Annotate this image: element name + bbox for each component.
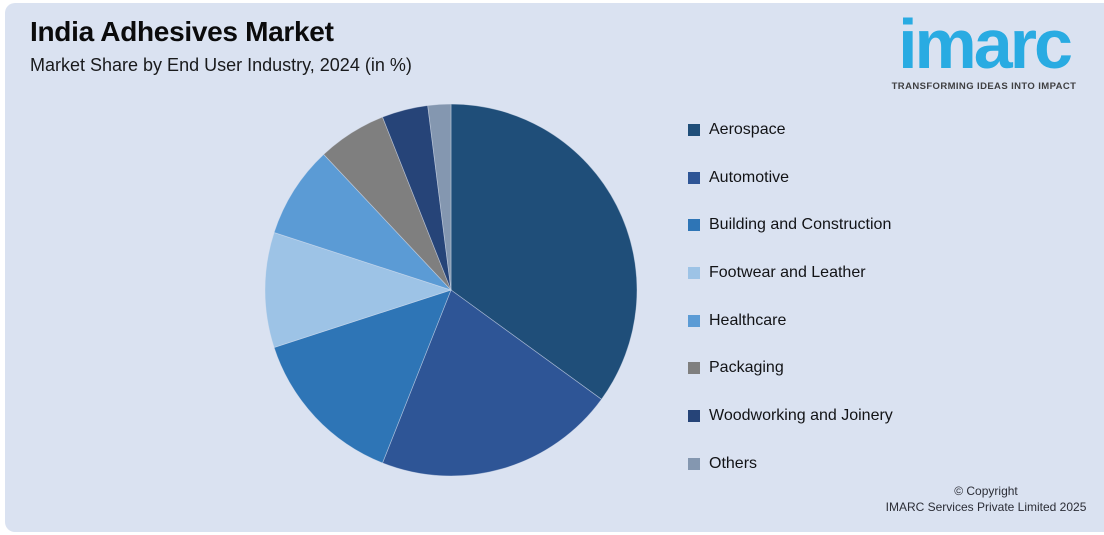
page-subtitle: Market Share by End User Industry, 2024 … xyxy=(30,55,412,75)
legend-item-footwear-and-leather: Footwear and Leather xyxy=(688,264,893,282)
legend-label: Packaging xyxy=(709,359,784,377)
legend-label: Footwear and Leather xyxy=(709,264,866,282)
legend-item-aerospace: Aerospace xyxy=(688,121,893,138)
legend: Aerospace Automotive Building and Constr… xyxy=(688,121,893,505)
pie-slice-aerospace xyxy=(450,103,638,400)
legend-swatch-icon xyxy=(688,267,700,280)
pie-chart xyxy=(264,103,638,477)
pie-slice-others xyxy=(427,103,452,291)
imarc-wordmark: imarc xyxy=(898,5,1073,83)
pie-slice-footwear-and-leather xyxy=(264,232,453,348)
copyright-line2: IMARC Services Private Limited 2025 xyxy=(885,500,1087,514)
copyright-notice: © Copyright IMARC Services Private Limit… xyxy=(880,483,1092,515)
legend-swatch-icon xyxy=(688,362,700,375)
copyright-line1: © Copyright xyxy=(954,484,1018,498)
imarc-tagline: TRANSFORMING IDEAS INTO IMPACT xyxy=(891,81,1077,93)
legend-swatch-icon xyxy=(688,314,700,327)
legend-swatch-icon xyxy=(688,457,700,470)
legend-item-packaging: Packaging xyxy=(688,359,893,377)
page-title: India Adhesives Market xyxy=(30,16,334,47)
legend-item-others: Others xyxy=(688,454,893,472)
legend-item-automotive: Automotive xyxy=(688,168,893,186)
legend-item-building-and-construction: Building and Construction xyxy=(688,216,893,234)
legend-swatch-icon xyxy=(688,171,700,184)
legend-item-woodworking-and-joinery: Woodworking and Joinery xyxy=(688,407,893,425)
legend-label: Healthcare xyxy=(709,311,787,329)
legend-label: Aerospace xyxy=(709,121,786,138)
legend-swatch-icon xyxy=(688,219,700,232)
legend-label: Building and Construction xyxy=(709,216,892,234)
legend-swatch-icon xyxy=(688,410,700,423)
legend-label: Others xyxy=(709,454,758,472)
legend-item-healthcare: Healthcare xyxy=(688,311,893,329)
legend-swatch-icon xyxy=(688,124,700,136)
pie-slice-automotive xyxy=(382,289,602,477)
legend-label: Woodworking and Joinery xyxy=(709,407,893,425)
legend-label: Automotive xyxy=(709,168,790,186)
pie-slice-healthcare xyxy=(273,153,452,291)
imarc-logo: imarc TRANSFORMING IDEAS INTO IMPACT xyxy=(874,2,1094,92)
